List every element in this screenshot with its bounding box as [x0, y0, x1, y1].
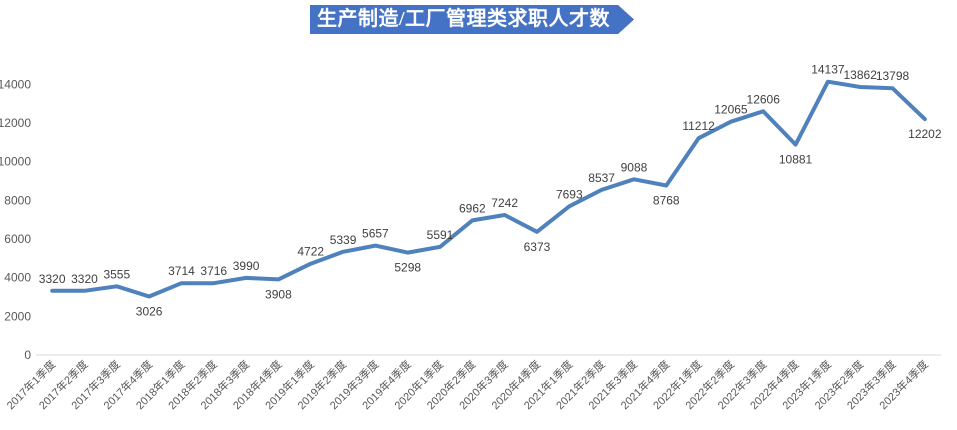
y-axis-label: 2000: [4, 309, 31, 323]
data-point-label: 4722: [297, 245, 324, 259]
data-point-label: 6373: [524, 240, 551, 254]
data-point-label: 12065: [714, 103, 748, 117]
data-point-label: 10881: [779, 153, 813, 167]
data-point-label: 12606: [747, 92, 781, 106]
data-point-label: 13798: [876, 69, 910, 83]
y-axis-label: 8000: [4, 193, 31, 207]
y-axis-label: 6000: [4, 232, 31, 246]
data-point-label: 14137: [811, 63, 845, 77]
data-point-label: 3908: [265, 287, 292, 301]
data-point-label: 7242: [491, 196, 518, 210]
y-axis-label: 0: [24, 348, 31, 362]
data-point-label: 5339: [330, 233, 357, 247]
data-point-label: 12202: [908, 127, 942, 141]
data-point-label: 3555: [103, 267, 130, 281]
data-point-label: 7693: [556, 187, 583, 201]
data-point-label: 11212: [682, 119, 715, 133]
data-point-label: 5298: [394, 261, 421, 275]
data-point-label: 3320: [39, 272, 66, 286]
y-axis-label: 12000: [0, 116, 31, 130]
data-point-label: 3990: [233, 259, 260, 273]
data-point-label: 8537: [588, 171, 615, 185]
data-point-label: 8768: [653, 193, 680, 207]
data-point-label: 5657: [362, 227, 389, 241]
data-point-label: 3026: [136, 304, 163, 318]
chart-title: 生产制造/工厂管理类求职人才数: [317, 8, 611, 30]
y-axis-label: 4000: [4, 271, 31, 285]
data-point-label: 9088: [621, 160, 648, 174]
data-point-label: 3716: [200, 264, 227, 278]
data-point-label: 13862: [844, 68, 878, 82]
y-axis-label: 14000: [0, 77, 31, 91]
series-line: [50, 79, 927, 299]
y-axis-label: 10000: [0, 155, 31, 169]
data-point-label: 3714: [168, 264, 195, 278]
data-point-label: 3320: [71, 272, 98, 286]
data-point-label: 5591: [427, 228, 454, 242]
data-point-label: 6962: [459, 201, 486, 215]
chart-title-banner: 生产制造/工厂管理类求职人才数: [310, 5, 634, 34]
